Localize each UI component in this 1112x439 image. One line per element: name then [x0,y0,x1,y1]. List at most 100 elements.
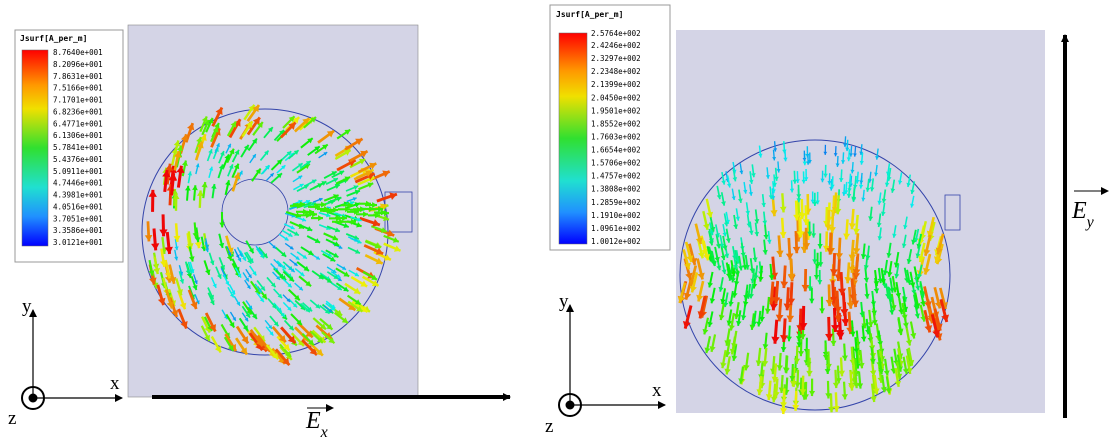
vector-head [878,369,885,375]
vector-head [745,210,751,215]
vector-head [877,278,883,284]
vector-head [848,384,856,391]
vector-head [787,273,796,280]
vector-head [354,202,360,208]
vector-head [353,287,361,294]
legend-label: 4.0516e+001 [53,202,103,211]
vector-head [351,218,356,225]
vector-head [906,258,912,264]
vector-head [806,370,813,377]
vector-head [176,289,183,296]
vector-head [762,344,769,350]
vector-head [741,264,748,270]
vector-head [360,280,368,287]
vector-head [757,276,764,282]
vector-head [269,173,274,177]
vector-head [280,312,285,317]
legend-label: 1.2859e+002 [591,198,641,207]
vector-head [721,201,726,206]
vector-head [318,197,323,202]
vector-head [841,192,847,196]
legend-label: 6.1306e+001 [53,131,103,140]
vector-head [218,242,225,248]
vector-head [683,262,691,270]
vector-head [269,331,274,336]
vector-head [334,227,340,233]
vector-head [243,144,249,151]
vector-head [857,383,864,389]
vector-head [171,309,179,317]
vector-head [771,189,776,194]
vector-head [233,172,241,180]
vector-head [834,208,842,215]
vector-head [892,233,897,238]
vector-head [725,238,731,243]
vector-head [711,261,717,267]
vector-head [762,249,768,255]
vector-head [765,394,773,401]
vector-head [841,160,846,164]
vector-head [771,336,780,344]
vector-head [789,375,796,382]
vector-head [902,322,909,328]
vector-head [289,245,294,250]
vector-head [208,149,213,154]
vector-head [317,183,323,189]
vector-head [836,332,845,340]
vector-head [846,157,852,162]
vector-head [731,342,738,349]
colorbar [558,32,588,245]
vector-head [252,154,256,159]
vector-head [307,250,314,255]
vector-head [906,279,912,285]
vector-head [838,370,846,377]
vector-head [333,252,339,258]
legend-label: 5.7841e+001 [53,143,103,152]
legend-label: 7.5166e+001 [53,84,103,93]
vector-head [209,260,215,266]
vector-head [761,202,766,208]
vector-head [305,161,311,166]
vector-head [354,237,359,242]
vector-head [310,117,316,123]
vector-head [363,211,368,218]
vector-head [926,230,934,238]
legend-label: 1.1910e+002 [591,211,641,220]
vector-head [735,216,741,221]
vector-head [790,381,798,387]
vector-head [306,226,313,232]
vector-head [733,280,740,286]
vector-head [264,150,269,156]
vector-head [770,396,778,403]
vector-head [860,254,867,259]
vector-head [748,293,755,299]
vector-head [233,119,241,127]
vector-head [345,206,350,213]
vector-head [290,268,295,273]
vector-head [721,180,726,185]
vector-head [213,128,221,136]
vector-head [764,308,771,314]
vector-head [215,107,223,116]
vector-head [873,288,880,294]
vector-head [180,320,188,329]
vector-head [859,160,864,165]
vector-head [934,301,943,309]
vector-head [827,181,832,185]
vector-head [843,190,849,195]
vector-head [251,313,257,319]
vector-head [875,156,880,160]
vector-head [870,396,877,403]
vector-head [853,382,860,389]
vector-head [260,285,265,291]
vector-head [272,244,277,249]
vector-head [774,176,779,181]
vector-head [758,153,763,158]
field-symbol: E [1071,198,1087,224]
sim-panel [676,30,1045,413]
vector-head [754,218,760,224]
vector-head [268,324,273,329]
vector-head [280,275,287,281]
vector-head [796,198,802,203]
vector-head [356,305,363,312]
